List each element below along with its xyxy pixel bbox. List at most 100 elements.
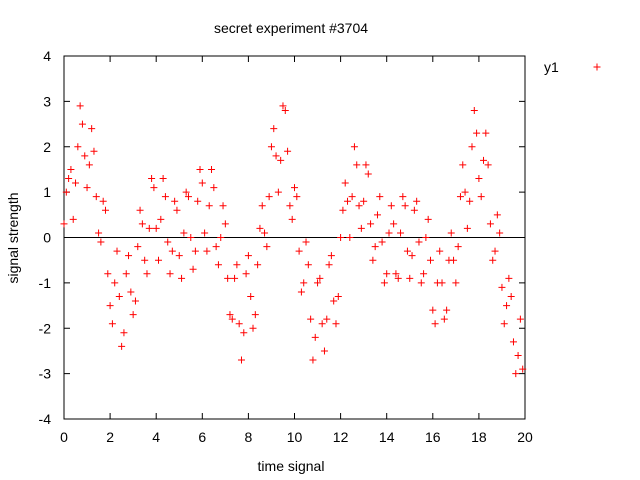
data-point [318,320,326,328]
data-point [265,193,273,201]
data-point [244,252,252,260]
data-point [184,193,192,201]
data-point [454,243,462,251]
data-point [92,193,100,201]
data-point [385,229,393,237]
data-point [286,202,294,210]
data-point [173,206,181,214]
data-point [327,252,335,260]
legend-series-label: y1 [544,59,559,75]
data-point [426,256,434,264]
data-point [240,329,248,337]
data-point [394,274,402,282]
data-point [67,165,75,173]
data-point [60,220,68,228]
data-point [295,247,303,255]
data-point [115,292,123,300]
data-point [413,197,421,205]
data-point [350,143,358,151]
data-point [258,202,266,210]
data-point [277,156,285,164]
data-point [334,292,342,300]
data-point [201,229,209,237]
data-point [152,224,160,232]
y-tick-label: -4 [39,411,52,427]
data-point [182,188,190,196]
data-point [224,274,232,282]
data-point [346,234,354,241]
data-point [157,215,165,223]
data-point [171,197,179,205]
data-point [304,261,312,269]
data-point [111,279,119,287]
data-point [145,224,153,232]
data-point [85,161,93,169]
data-point [390,220,398,228]
data-point [95,229,103,237]
data-point [507,292,515,300]
data-point [78,120,86,128]
data-point [339,206,347,214]
x-tick-label: 20 [517,429,533,445]
data-point [104,270,112,278]
x-tick-label: 6 [198,429,206,445]
x-tick-label: 0 [60,429,68,445]
y-tick-label: 0 [43,230,51,246]
data-point [309,356,317,364]
legend: y1 [544,59,601,75]
data-point [106,302,114,310]
y-tick-label: 4 [43,48,51,64]
data-point [191,247,199,255]
data-point [401,202,409,210]
data-point [519,365,527,373]
data-point [272,152,280,160]
data-point [477,193,485,201]
data-point [251,311,259,319]
data-point [88,125,96,133]
data-point [138,220,146,228]
data-point [500,320,508,328]
data-point [429,306,437,314]
data-point [307,315,315,323]
legend-plus-mark [593,63,601,71]
data-point [270,125,278,133]
x-tick-label: 10 [287,429,303,445]
axes [63,55,526,420]
x-axis-ticks: 0 2 4 6 8 10 12 14 16 18 20 [60,56,533,445]
data-point [97,238,105,246]
data-point [83,184,91,192]
data-point [134,243,142,251]
data-point [242,270,250,278]
data-point [406,274,414,282]
data-point [316,274,324,282]
data-point [369,256,377,264]
data-point [212,243,220,251]
data-point [452,279,460,287]
data-point [148,175,156,183]
y-tick-label: 3 [43,93,51,109]
y-tick-label: -2 [39,320,52,336]
data-point [473,129,481,137]
data-point [205,202,213,210]
data-point [235,320,243,328]
data-point [341,179,349,187]
data-point [436,247,444,255]
data-point [447,229,455,237]
data-point [247,292,255,300]
data-point [403,247,411,255]
x-tick-label: 8 [245,429,253,445]
x-tick-label: 2 [106,429,114,445]
data-point [475,175,483,183]
data-point [466,197,474,205]
data-point [397,229,405,237]
data-point [219,202,227,210]
data-point [420,270,428,278]
data-point [320,347,328,355]
data-point [486,220,494,228]
data-point [376,193,384,201]
data-point [392,270,400,278]
data-point [226,311,234,319]
data-point [217,234,225,241]
data-point [150,184,158,192]
